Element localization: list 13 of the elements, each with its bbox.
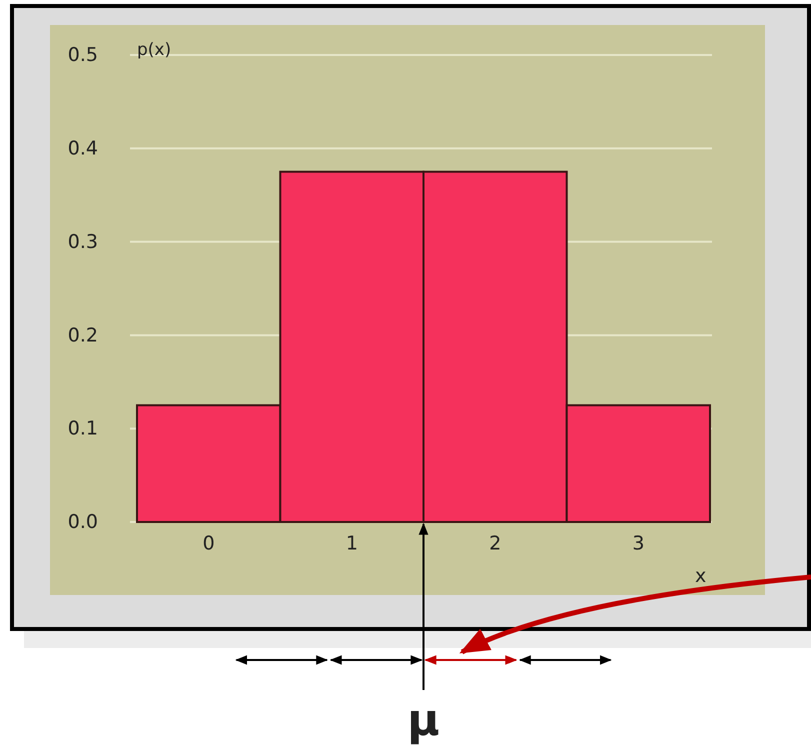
y-tick-label: 0.5 [68,44,98,66]
y-tick-label: 0.2 [68,324,98,346]
text: μ [407,695,440,746]
y-tick-label: 0.4 [68,137,98,160]
y-tick-label: 0.1 [68,418,98,440]
y-axis-title: p(x) [137,40,172,60]
x-tick-label: 2 [489,532,502,554]
x-tick-label: 3 [632,532,644,554]
x-tick-label: 0 [202,532,215,554]
x-tick-label: 1 [346,532,358,554]
y-tick-label: 0.0 [68,511,98,534]
y-tick-label: 0.3 [68,230,98,253]
x-axis-title: x [695,565,706,587]
